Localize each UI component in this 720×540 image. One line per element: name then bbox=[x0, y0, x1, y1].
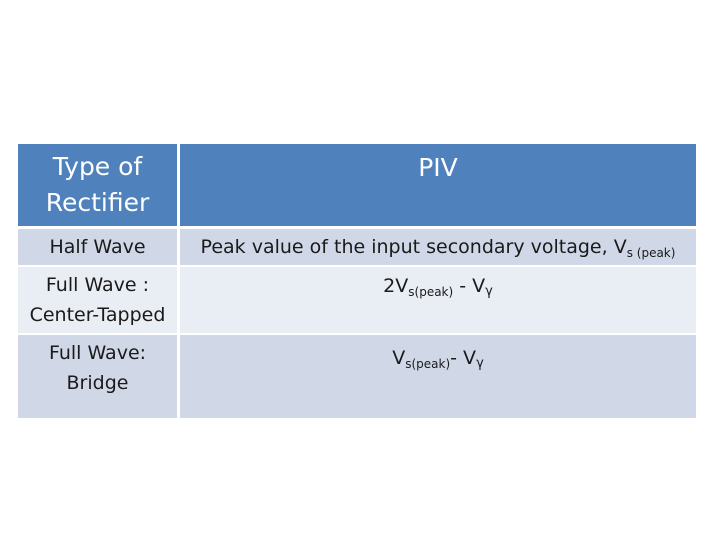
rectifier-type-label-line1: Full Wave : bbox=[45, 274, 150, 296]
table-row: Full Wave : Center-Tapped 2Vs(peak) - Vγ bbox=[18, 267, 696, 335]
piv-cell: Peak value of the input secondary voltag… bbox=[180, 229, 696, 265]
rectifier-type-label-line2: Center-Tapped bbox=[29, 304, 166, 326]
header-col1-line2: Rectifier bbox=[45, 188, 150, 217]
piv-cell: Vs(peak)- Vγ bbox=[180, 335, 696, 418]
rectifier-piv-table: Type of Rectifier PIV Half Wave Peak val… bbox=[18, 144, 696, 418]
piv-cell: 2Vs(peak) - Vγ bbox=[180, 267, 696, 333]
header-type-of-rectifier: Type of Rectifier bbox=[18, 144, 180, 226]
piv-prefix: 2V bbox=[383, 275, 409, 297]
piv-mid: - V bbox=[450, 347, 477, 369]
piv-subscript: s(peak) bbox=[408, 285, 454, 299]
piv-subscript: s(peak) bbox=[405, 357, 451, 371]
rectifier-type-label-line2: Bridge bbox=[66, 372, 129, 394]
rectifier-type-cell: Full Wave: Bridge bbox=[18, 335, 180, 418]
piv-main-text: Peak value of the input secondary voltag… bbox=[200, 236, 627, 258]
rectifier-type-cell: Half Wave bbox=[18, 229, 180, 265]
table-row: Full Wave: Bridge Vs(peak)- Vγ bbox=[18, 335, 696, 418]
rectifier-type-cell: Full Wave : Center-Tapped bbox=[18, 267, 180, 333]
piv-mid: - V bbox=[453, 275, 486, 297]
header-piv: PIV bbox=[180, 144, 696, 226]
header-col2: PIV bbox=[418, 153, 458, 182]
table-header-row: Type of Rectifier PIV bbox=[18, 144, 696, 229]
rectifier-type-label-line1: Full Wave: bbox=[48, 342, 147, 364]
piv-formula: Peak value of the input secondary voltag… bbox=[201, 232, 676, 262]
piv-formula: Vs(peak)- Vγ bbox=[392, 343, 484, 373]
header-col1-line1: Type of bbox=[52, 152, 143, 181]
rectifier-type-label: Half Wave bbox=[49, 236, 146, 258]
piv-prefix: V bbox=[392, 347, 406, 369]
table-row: Half Wave Peak value of the input second… bbox=[18, 229, 696, 267]
piv-gamma-subscript: γ bbox=[476, 356, 484, 371]
piv-subscript: s (peak) bbox=[626, 246, 676, 260]
piv-gamma-subscript: γ bbox=[485, 284, 493, 299]
piv-formula: 2Vs(peak) - Vγ bbox=[383, 271, 493, 301]
